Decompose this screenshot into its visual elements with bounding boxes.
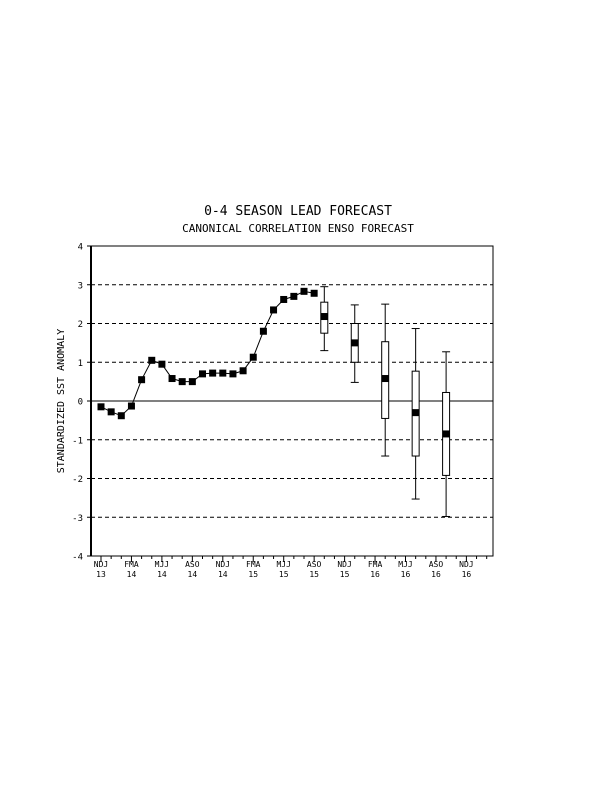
- forecast-mean-point: [381, 375, 389, 383]
- forecast-mean-point: [442, 430, 450, 438]
- forecast-mean-point: [351, 339, 359, 347]
- x-tick-label-season: MJJ: [276, 560, 290, 569]
- observed-point: [259, 327, 267, 335]
- observed-point: [148, 356, 156, 364]
- y-tick-label: 3: [78, 281, 83, 291]
- x-tick-label-year: 16: [462, 570, 472, 579]
- y-axis-label: STANDARDIZED SST ANOMALY: [56, 329, 67, 474]
- observed-point: [300, 287, 308, 295]
- plot-area: -4-3-2-101234NDJ13FMA14MJJ14ASO14NDJ14FM…: [72, 243, 494, 579]
- y-tick-label: -3: [72, 514, 83, 524]
- observed-point: [127, 402, 135, 410]
- observed-point: [178, 378, 186, 386]
- x-tick-label-season: ASO: [185, 560, 200, 569]
- observed-point: [310, 289, 318, 297]
- x-tick-label-year: 14: [188, 570, 198, 579]
- observed-point: [138, 376, 146, 384]
- x-tick-label-season: NDJ: [459, 560, 473, 569]
- x-tick-label-year: 15: [309, 570, 319, 579]
- observed-point: [229, 370, 237, 378]
- observed-point: [219, 369, 227, 377]
- x-tick-label-year: 15: [279, 570, 289, 579]
- observed-point: [280, 295, 288, 303]
- observed-point: [158, 360, 166, 368]
- y-tick-label: 2: [78, 320, 83, 330]
- y-tick-label: 0: [78, 398, 83, 408]
- y-tick-label: -1: [72, 436, 83, 446]
- observed-point: [199, 370, 206, 378]
- y-tick-label: 1: [78, 359, 83, 369]
- x-tick-label-year: 16: [431, 570, 441, 579]
- forecast-mean-point: [412, 409, 420, 417]
- chart-subtitle: CANONICAL CORRELATION ENSO FORECAST: [182, 222, 414, 235]
- x-tick-label-season: MJJ: [398, 560, 412, 569]
- observed-point: [97, 403, 105, 411]
- observed-point: [209, 369, 217, 377]
- x-tick-label-season: ASO: [429, 560, 444, 569]
- observed-point: [107, 408, 115, 416]
- observed-point: [168, 375, 176, 383]
- x-tick-label-season: ASO: [307, 560, 322, 569]
- observed-point: [270, 306, 278, 314]
- x-tick-label-year: 15: [248, 570, 258, 579]
- x-tick-label-season: NDJ: [216, 560, 230, 569]
- observed-point: [117, 412, 125, 420]
- x-tick-label-season: FMA: [124, 560, 139, 569]
- x-tick-label-season: FMA: [246, 560, 261, 569]
- x-tick-label-season: MJJ: [155, 560, 169, 569]
- x-tick-label-season: FMA: [368, 560, 383, 569]
- observed-point: [249, 353, 257, 361]
- x-tick-label-year: 16: [370, 570, 380, 579]
- x-tick-label-season: NDJ: [337, 560, 351, 569]
- x-tick-label-year: 14: [157, 570, 167, 579]
- observed-point: [188, 378, 196, 386]
- x-tick-label-year: 13: [96, 570, 106, 579]
- chart-title: 0-4 SEASON LEAD FORECAST: [204, 204, 392, 219]
- y-tick-label: 4: [78, 243, 83, 253]
- x-tick-label-season: NDJ: [94, 560, 108, 569]
- forecast-mean-point: [320, 313, 328, 321]
- observed-point: [290, 292, 298, 300]
- observed-series-line: [100, 290, 315, 417]
- x-tick-label-year: 14: [218, 570, 228, 579]
- x-tick-label-year: 14: [127, 570, 137, 579]
- x-tick-label-year: 15: [340, 570, 350, 579]
- observed-point: [239, 367, 247, 375]
- x-tick-label-year: 16: [401, 570, 411, 579]
- y-tick-label: -2: [72, 475, 83, 485]
- y-tick-label: -4: [72, 553, 83, 563]
